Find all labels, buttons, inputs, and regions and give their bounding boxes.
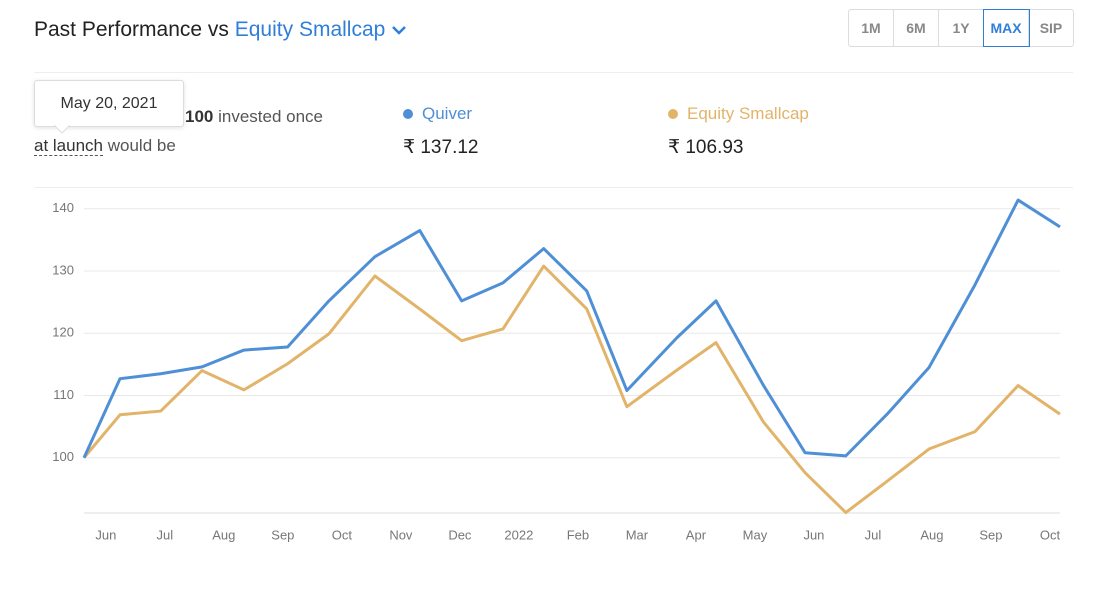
title: Past Performance vs Equity Smallcap xyxy=(34,18,407,42)
legend-dot xyxy=(403,109,413,119)
range-buttons: 1M 6M 1Y MAX SIP xyxy=(848,9,1074,47)
x-tick-label: Apr xyxy=(686,527,707,542)
range-button[interactable]: 1M xyxy=(849,10,894,46)
tooltip-arrow xyxy=(54,125,70,134)
tooltip: May 20, 2021 xyxy=(34,80,184,127)
x-tick-label: May xyxy=(743,527,768,542)
x-tick-label: 2022 xyxy=(504,527,533,542)
x-tick-label: Sep xyxy=(979,527,1002,542)
benchmark-select[interactable]: Equity Smallcap xyxy=(235,18,407,41)
y-tick-label: 130 xyxy=(52,262,74,277)
x-tick-label: Dec xyxy=(448,527,472,542)
x-tick-label: Oct xyxy=(1040,527,1061,542)
title-text: Past Performance vs xyxy=(34,18,229,41)
x-tick-label: Jun xyxy=(803,527,824,542)
range-button[interactable]: 1Y xyxy=(939,10,984,46)
legend-value: ₹ 137.12 xyxy=(403,137,479,158)
y-tick-label: 110 xyxy=(53,387,74,402)
range-button[interactable]: SIP xyxy=(1039,20,1063,36)
chevron[interactable] xyxy=(391,24,407,36)
y-tick-label: 120 xyxy=(52,325,74,340)
x-tick-label: Jun xyxy=(95,527,116,542)
y-tick-label: 140 xyxy=(52,200,74,215)
range-button[interactable]: 6M xyxy=(894,10,939,46)
divider xyxy=(34,187,1073,188)
x-tick-label: Jul xyxy=(865,527,882,542)
summary-line: 100 invested once xyxy=(185,107,323,127)
x-tick-label: Feb xyxy=(567,527,589,542)
legend-item: Equity Smallcap xyxy=(668,104,809,124)
x-tick-label: Sep xyxy=(271,527,294,542)
summary-line: at launch would be xyxy=(34,136,176,156)
summary-text: would be xyxy=(107,136,176,155)
series-line xyxy=(82,264,1061,515)
x-tick-label: Oct xyxy=(332,527,353,542)
x-tick-label: Nov xyxy=(389,527,413,542)
amount: 100 xyxy=(185,107,214,126)
range-button[interactable]: MAX xyxy=(983,9,1030,47)
summary-text: invested once xyxy=(218,107,324,126)
benchmark-name[interactable]: Equity Smallcap xyxy=(234,18,386,41)
x-tick-label: Jul xyxy=(157,527,174,542)
legend-item: Quiver xyxy=(403,104,472,124)
legend-value: ₹ 106.93 xyxy=(668,137,744,158)
series-line xyxy=(82,198,1061,459)
y-tick-label: 100 xyxy=(52,449,74,464)
x-tick-label: Aug xyxy=(212,527,235,542)
legend-dot xyxy=(668,109,678,119)
x-tick-label: Aug xyxy=(920,527,943,542)
x-tick-label: Mar xyxy=(626,527,649,542)
divider xyxy=(34,72,1073,73)
legend-label: Equity Smallcap xyxy=(687,104,809,123)
launch-link[interactable]: at launch xyxy=(34,136,103,156)
legend-label: Quiver xyxy=(422,104,473,123)
